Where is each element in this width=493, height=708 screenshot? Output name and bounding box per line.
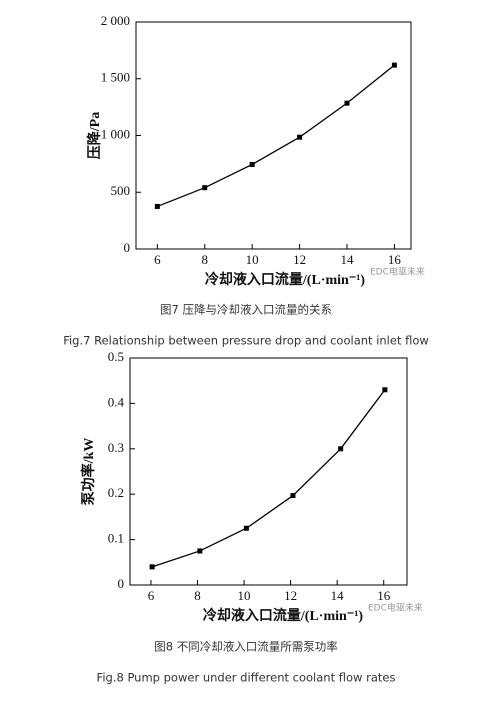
y-tick-label: 0.3 [108,440,124,455]
data-point [202,185,208,191]
y-tick-label: 1 500 [101,70,130,85]
plot-frame [129,357,408,586]
data-point [297,134,303,140]
y-tick-label: 0.2 [108,485,124,500]
x-tick-label: 14 [340,252,354,267]
data-point [338,446,344,452]
caption-en: Fig.8 Pump power under different coolant… [97,671,396,685]
caption: 图8 不同冷却液入口流量所需泵功率 [154,640,337,654]
x-tick-label: 10 [246,252,259,267]
data-line [151,389,386,568]
x-tick-label: 6 [154,252,161,267]
y-tick-label: 0.1 [108,531,124,546]
x-tick-label: 10 [238,588,251,603]
y-axis-label: 泵功率/kW [80,438,97,506]
x-axis-label: 冷却液入口流量/(L·min⁻¹) [203,607,363,624]
y-tick-label: 0 [118,576,125,591]
y-axis-label: 压降/Pa [86,112,103,159]
data-line [157,64,395,208]
y-tick-label: 0.4 [108,394,125,409]
data-point [382,387,388,393]
x-tick-label: 16 [377,588,391,603]
y-tick-label: 0 [124,240,131,255]
plot-frame [135,21,412,250]
data-point [290,493,296,499]
x-tick-label: 16 [388,252,402,267]
x-tick-label: 14 [331,588,345,603]
x-axis-label: 冷却液入口流量/(L·min⁻¹) [205,271,365,288]
y-tick-label: 2 000 [101,13,130,28]
y-tick-label: 500 [111,183,131,198]
data-point [243,525,249,531]
data-point [249,161,255,167]
watermark: EDC电驱未来 [370,266,425,278]
caption-en: Fig.7 Relationship between pressure drop… [63,334,429,348]
x-tick-label: 8 [202,252,209,267]
x-tick-label: 12 [284,588,297,603]
data-point [154,203,160,209]
y-tick-label: 0.5 [108,349,124,364]
y-tick-label: 1 000 [101,126,130,141]
x-tick-label: 6 [148,588,155,603]
x-tick-label: 8 [194,588,201,603]
watermark: EDC电驱未来 [368,602,423,614]
data-point [391,62,397,68]
data-point [197,548,203,554]
data-point [344,100,350,106]
x-tick-label: 12 [293,252,306,267]
data-point [149,564,155,570]
caption: 图7 压降与冷却液入口流量的关系 [160,303,332,317]
